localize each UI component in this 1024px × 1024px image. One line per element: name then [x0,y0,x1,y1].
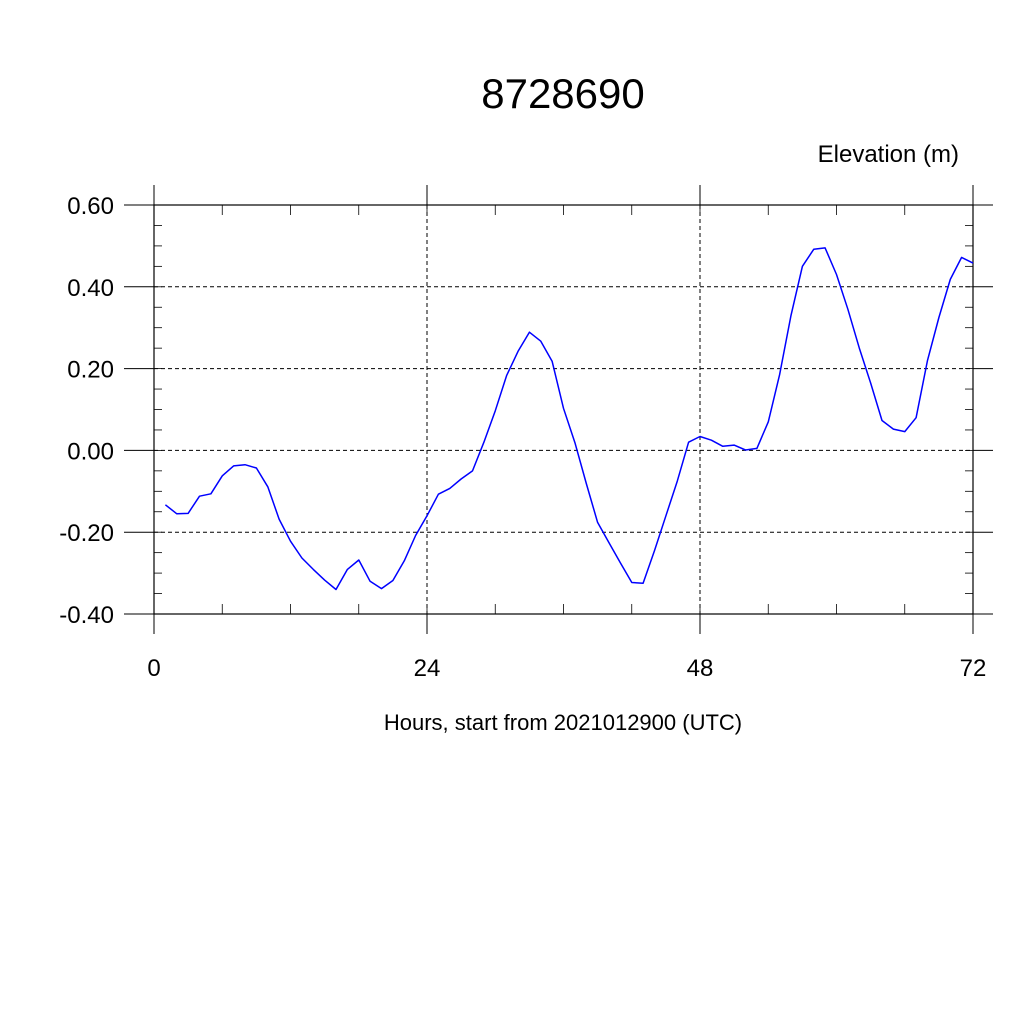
y-tick-label: 0.40 [67,275,114,302]
x-tick-label: 24 [414,655,441,682]
y-tick-label: -0.40 [59,602,114,629]
grid-lines [154,205,973,614]
y-tick-label: 0.00 [67,438,114,465]
x-tick-label: 0 [147,655,160,682]
x-axis-label: Hours, start from 2021012900 (UTC) [384,710,742,735]
y-tick-label: 0.20 [67,357,114,384]
y-axis-label: Elevation (m) [818,141,959,168]
chart-title: 8728690 [481,70,645,117]
y-tick-label: -0.20 [59,520,114,547]
elevation-series-line [164,247,974,591]
x-tick-label: 48 [687,655,714,682]
x-tick-label: 72 [960,655,987,682]
series-layer [164,247,974,591]
tick-labels: -0.40 -0.20 0.00 0.20 0.40 0.60 0 24 48 72 [59,193,986,682]
y-tick-label: 0.60 [67,193,114,220]
tick-marks [124,185,993,634]
